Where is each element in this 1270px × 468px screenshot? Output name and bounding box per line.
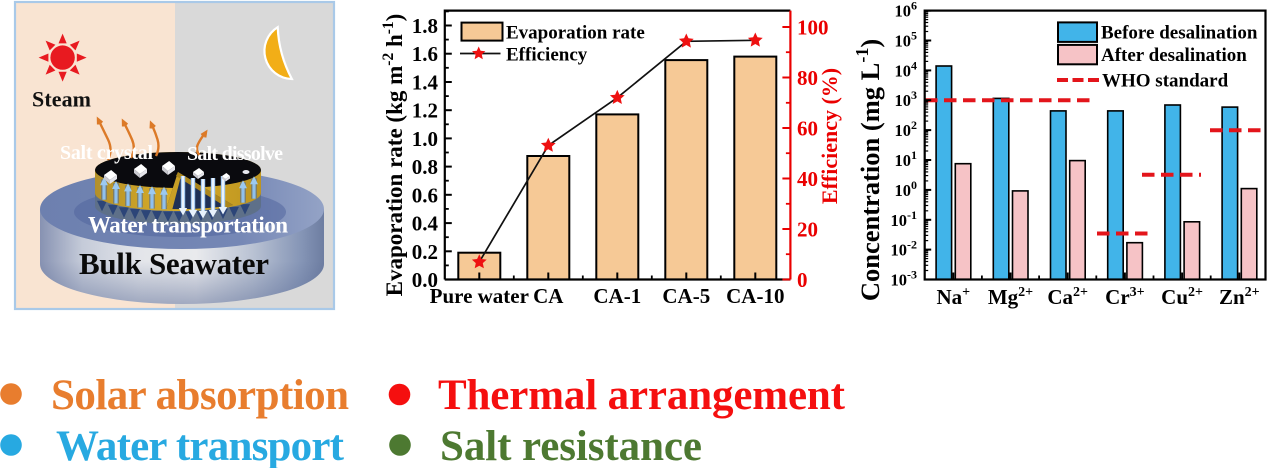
svg-text:0.6: 0.6: [412, 183, 438, 207]
svg-text:Mg2+: Mg2+: [988, 285, 1033, 309]
svg-text:Steam: Steam: [32, 87, 91, 112]
svg-text:0.2: 0.2: [412, 240, 438, 264]
svg-text:WHO standard: WHO standard: [1102, 71, 1229, 92]
svg-text:Evaporation rate: Evaporation rate: [506, 23, 645, 44]
svg-text:0: 0: [797, 268, 808, 292]
svg-text:Salt dissolve: Salt dissolve: [187, 143, 283, 165]
svg-text:CA-10: CA-10: [726, 284, 784, 308]
svg-text:CA: CA: [533, 284, 564, 308]
svg-text:Concentration (mg L-1): Concentration (mg L-1): [852, 39, 885, 301]
svg-text:40: 40: [797, 167, 818, 191]
svg-text:80: 80: [797, 66, 818, 90]
svg-text:Solar absorption: Solar absorption: [51, 372, 349, 419]
svg-text:0.0: 0.0: [412, 268, 438, 292]
svg-text:Bulk Seawater: Bulk Seawater: [79, 246, 269, 281]
svg-text:100: 100: [797, 16, 829, 40]
svg-text:1.2: 1.2: [412, 99, 438, 123]
svg-text:After desalination: After desalination: [1101, 45, 1247, 66]
svg-text:Before desalination: Before desalination: [1101, 23, 1258, 44]
svg-text:Pure water: Pure water: [430, 284, 529, 308]
svg-text:CA-1: CA-1: [593, 284, 641, 308]
svg-text:1.6: 1.6: [412, 42, 438, 66]
svg-text:20: 20: [797, 218, 818, 242]
svg-text:0.8: 0.8: [412, 155, 438, 179]
svg-text:Efficiency: Efficiency: [506, 45, 588, 66]
svg-text:Water transport: Water transport: [56, 423, 345, 468]
svg-text:1.8: 1.8: [412, 14, 438, 38]
svg-text:0.4: 0.4: [412, 212, 439, 236]
svg-text:Salt resistance: Salt resistance: [440, 423, 702, 468]
svg-text:Water transportation: Water transportation: [88, 213, 288, 238]
svg-text:Salt crystal: Salt crystal: [60, 142, 153, 164]
svg-text:1.0: 1.0: [412, 127, 438, 151]
svg-text:60: 60: [797, 117, 818, 141]
svg-text:CA-5: CA-5: [662, 284, 710, 308]
svg-text:Thermal arrangement: Thermal arrangement: [438, 372, 846, 419]
svg-text:1.4: 1.4: [412, 71, 439, 95]
svg-text:Efficiency (%): Efficiency (%): [817, 68, 842, 204]
